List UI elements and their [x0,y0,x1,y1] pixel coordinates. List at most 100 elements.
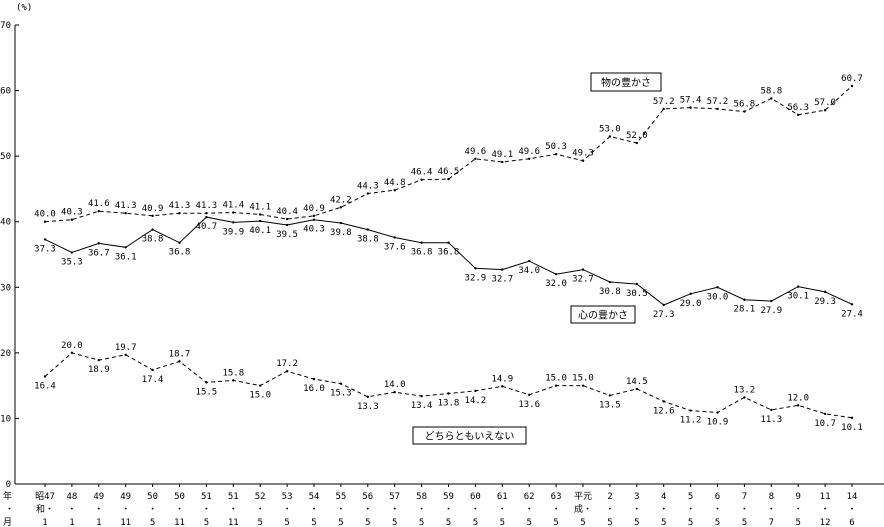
x-tick-year: 56 [362,492,373,502]
x-tick-month: 5 [150,518,155,527]
data-label: 38.8 [357,235,379,245]
data-point [447,177,450,181]
data-point [151,214,154,218]
x-tick-year: 5 [688,492,693,502]
x-tick-year: 9 [795,492,800,502]
x-tick-month: 1 [42,518,47,527]
data-point [285,217,289,221]
x-tick-separator: ・ [444,505,453,515]
data-label: 41.1 [249,203,271,213]
x-tick-month: 11 [120,518,131,527]
data-point [420,394,423,398]
x-row-year-prefix: 年 [3,490,12,502]
data-point [554,152,558,156]
data-point [635,387,638,391]
x-tick-year: 55 [335,492,346,502]
data-point [205,215,208,219]
data-labels: 37.3 40.0 16.4 35.3 40.3 20.0 36.7 41.6 18.9 36.1… [34,74,863,433]
y-tick-label: 30 [0,283,11,293]
data-label: 37.6 [384,242,406,252]
data-label: 15.3 [330,389,352,399]
data-point [662,303,665,307]
data-label: 53.0 [599,124,621,134]
y-tick-label: 0 [6,480,11,490]
data-point [743,396,746,399]
data-label: 38.8 [142,235,164,245]
y-tick-label: 20 [0,349,11,359]
x-tick-month: 7 [769,518,774,527]
data-label: 41.3 [169,201,191,211]
data-label: 49.1 [491,150,513,160]
x-tick-month: 5 [446,518,451,527]
data-point [770,97,773,100]
x-tick-separator: ・ [148,505,157,515]
data-point [689,106,692,109]
data-point [797,285,800,288]
data-point [501,268,504,271]
series-label-box [590,72,662,92]
data-point [366,192,369,195]
series-label: 物の豊かさ [601,76,651,89]
x-tick-year: 59 [443,492,454,502]
x-tick-year: 11 [820,492,831,502]
data-label: 39.8 [330,228,352,238]
data-point [70,351,74,355]
data-label: 15.8 [222,368,244,378]
data-point [474,157,477,160]
data-point [312,214,316,218]
data-point [581,159,585,162]
data-point [770,408,773,412]
data-label: 32.9 [465,273,487,283]
x-tick-year: 62 [524,492,535,502]
x-tick-separator: 和・ [36,504,54,515]
data-label: 46.4 [411,168,433,178]
x-tick-year: 54 [309,492,320,502]
x-tick-month: 1 [96,518,101,527]
data-point [447,392,450,395]
y-tick-label: 70 [0,21,11,31]
data-label: 57.2 [707,97,729,107]
data-point [447,241,450,244]
data-label: 42.2 [330,195,352,205]
data-label: 30.8 [599,287,621,297]
data-label: 57.2 [653,97,675,107]
data-point [97,358,101,362]
x-tick-separator: ・ [67,505,76,515]
x-axis-labels: 年・月昭47和・148・149・149・1150・550・1151・551・11… [3,484,857,527]
x-tick-month: 5 [688,518,693,527]
data-label: 15.0 [249,391,271,401]
data-label: 40.1 [249,226,271,236]
data-point [124,211,127,215]
x-tick-month: 5 [311,518,316,527]
x-tick-year: 2 [607,492,612,502]
data-point [43,220,47,223]
data-point [205,211,208,215]
data-point [151,368,154,372]
data-point [232,379,235,382]
data-point [797,113,800,117]
data-label: 18.7 [169,349,191,359]
data-point [850,303,854,306]
data-point [635,141,638,145]
data-point [366,228,369,231]
data-point [770,299,773,303]
data-label: 39.5 [276,230,298,240]
data-label: 29.3 [814,297,836,307]
data-point [528,157,531,160]
data-point [850,416,854,419]
data-label: 19.7 [115,343,137,353]
data-point [232,211,235,214]
data-point [689,409,692,412]
data-point [393,391,396,394]
x-tick-month: 5 [795,518,800,527]
data-label: 30.0 [707,292,729,302]
x-tick-year: 51 [228,492,239,502]
data-point [608,280,612,284]
x-tick-separator: ・ [309,505,318,515]
data-label: 44.8 [384,178,406,188]
x-tick-separator: ・ [283,505,292,515]
data-point [608,135,612,138]
data-point [850,84,854,88]
data-point [554,272,558,276]
x-tick-separator: ・ [659,505,668,515]
